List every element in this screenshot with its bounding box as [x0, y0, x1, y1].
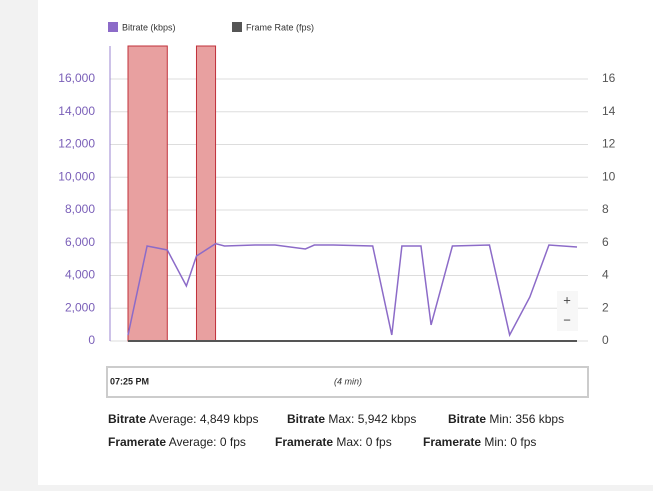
zoom-bg [557, 291, 578, 331]
y-tick-label: 12,000 [58, 137, 95, 151]
stat-text: Framerate [423, 435, 482, 449]
y-tick-label: 8,000 [65, 202, 95, 216]
zoom-buttons: + − [557, 291, 578, 331]
stat: Bitrate Min: 356 kbps [448, 412, 564, 426]
y-tick-label: 4,000 [65, 268, 95, 282]
y2-tick-label: 12 [602, 137, 616, 151]
stat: Framerate Min: 0 fps [423, 435, 536, 449]
series-line [127, 242, 578, 338]
stat-text: Max: 5,942 kbps [328, 412, 417, 426]
y-tick-label: 0 [88, 333, 95, 347]
stat-text: Average: 4,849 kbps [148, 412, 259, 426]
y2-tick-label: 6 [602, 235, 609, 249]
stat-text: Framerate [275, 435, 334, 449]
y-tick-label: 6,000 [65, 235, 95, 249]
legend-label: Frame Rate (fps) [246, 22, 314, 32]
chart: 0 2,000 4,000 6,000 8,000 10,000 12,000 14,000 1… [58, 22, 616, 398]
legend-swatch [108, 22, 118, 32]
y2-tick-label: 16 [602, 71, 616, 85]
navigator-span: (4 min) [334, 376, 362, 386]
y2-tick-label: 8 [602, 202, 609, 216]
navigator [106, 366, 589, 398]
y2-tick-label: 10 [602, 169, 616, 183]
stat-text: Bitrate [448, 412, 487, 426]
y2-tick-label: 14 [602, 104, 616, 118]
navigator-start: 07:25 PM [110, 376, 149, 386]
y-tick-label: 14,000 [58, 104, 95, 118]
zoom-in[interactable]: + [563, 292, 571, 307]
event-band [127, 45, 168, 342]
y-tick-label: 16,000 [58, 71, 95, 85]
plot: 0 2,000 4,000 6,000 8,000 10,000 12,000 14,000 1… [58, 22, 616, 347]
y-tick-label: 2,000 [65, 300, 95, 314]
legend-label: Bitrate (kbps) [122, 22, 176, 32]
stat: Framerate Max: 0 fps [275, 435, 392, 449]
legend-swatch [232, 22, 242, 32]
y2-tick-label: 4 [602, 268, 609, 282]
stat-text: Max: 0 fps [336, 435, 392, 449]
stat-text: Bitrate [287, 412, 326, 426]
stat-text: Min: 356 kbps [489, 412, 565, 426]
stat-text: Average: 0 fps [168, 435, 246, 449]
stat: Bitrate Max: 5,942 kbps [287, 412, 416, 426]
y2-tick-label: 2 [602, 300, 609, 314]
stat-text: Bitrate [108, 412, 147, 426]
stat-text: Framerate [108, 435, 167, 449]
zoom-out[interactable]: − [563, 312, 571, 327]
y-tick-label: 10,000 [58, 169, 95, 183]
event-band [195, 45, 217, 342]
stat: Bitrate Average: 4,849 kbps [108, 412, 259, 426]
stat-text: Min: 0 fps [484, 435, 537, 449]
stat: Framerate Average: 0 fps [108, 435, 246, 449]
y2-tick-label: 0 [602, 333, 609, 347]
